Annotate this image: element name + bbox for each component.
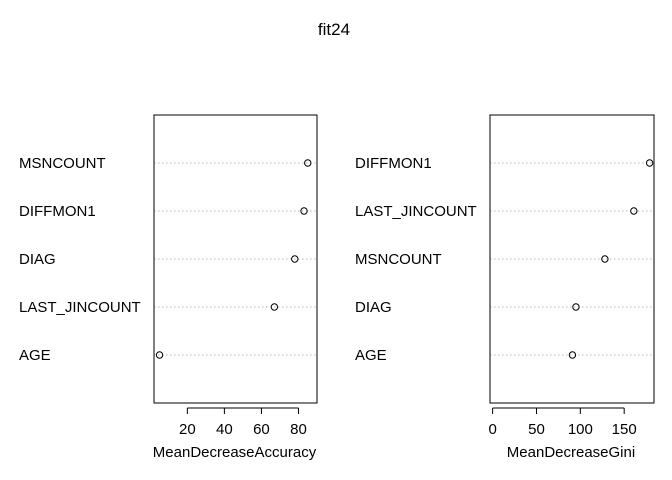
x-tick-label: 60: [253, 421, 270, 438]
category-label: DIAG: [19, 251, 56, 268]
category-label: MSNCOUNT: [355, 251, 442, 268]
plot-frame: [489, 114, 655, 404]
x-tick-label: 100: [568, 421, 593, 438]
x-tick-label: 150: [612, 421, 637, 438]
category-label: LAST_JINCOUNT: [19, 299, 141, 316]
category-label: LAST_JINCOUNT: [355, 203, 477, 220]
panel-mean-decrease-gini: DIFFMON1 LAST_JINCOUNT MSNCOUNT DIAG AGE 0 50 1…: [355, 114, 655, 461]
x-tick-label: 50: [528, 421, 545, 438]
plot-frame: [153, 114, 318, 404]
category-label: MSNCOUNT: [19, 155, 106, 172]
category-label: DIAG: [355, 299, 392, 316]
panel-mean-decrease-accuracy: MSNCOUNT DIFFMON1 DIAG LAST_JINCOUNT AGE 20 40…: [19, 114, 318, 461]
category-label: DIFFMON1: [19, 203, 96, 220]
data-point: [304, 159, 312, 167]
category-label: DIFFMON1: [355, 155, 432, 172]
x-tick-label: 20: [179, 421, 196, 438]
x-tick-label: 80: [290, 421, 307, 438]
x-axis-label: MeanDecreaseGini: [507, 444, 635, 461]
data-point: [601, 255, 609, 263]
x-tick-label: 40: [216, 421, 233, 438]
data-point: [568, 351, 577, 359]
figure-title: fit24: [318, 20, 350, 39]
data-point: [270, 303, 279, 311]
data-point: [630, 207, 638, 215]
data-point: [572, 303, 580, 311]
x-tick-label: 0: [488, 421, 496, 438]
data-point: [155, 351, 164, 359]
data-point: [645, 159, 654, 167]
x-axis-label: MeanDecreaseAccuracy: [153, 444, 317, 461]
category-label: AGE: [355, 347, 387, 364]
data-point: [291, 255, 299, 263]
data-point: [300, 207, 308, 215]
category-label: AGE: [19, 347, 51, 364]
